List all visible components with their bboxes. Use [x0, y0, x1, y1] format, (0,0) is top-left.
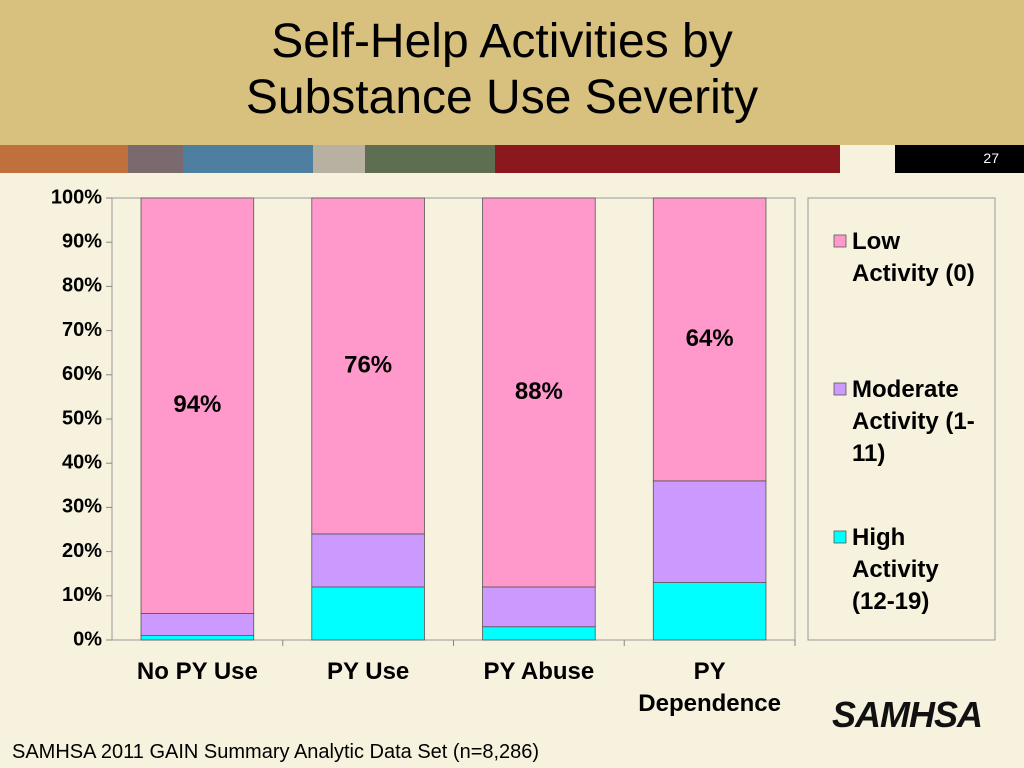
- y-tick-label: 90%: [62, 230, 102, 252]
- x-label-box: PY Abuse: [483, 658, 595, 685]
- logo: SAMHSA: [832, 694, 983, 735]
- legend-label: High Activity (12-19): [852, 524, 939, 615]
- bar-segment: [482, 626, 596, 641]
- legend-swatch: [833, 530, 847, 544]
- bar-segment: [311, 533, 425, 588]
- bar-segment: [652, 480, 767, 583]
- legend-text-box: High Activity (12-19): [852, 524, 939, 615]
- legend-label: Low Activity (0): [852, 228, 975, 287]
- legend-text-box: Low Activity (0): [852, 228, 975, 287]
- legend-label: Moderate Activity (1-11): [852, 376, 975, 467]
- slide-number: 27: [895, 145, 1024, 173]
- bar-segment: [482, 586, 596, 628]
- data-label: 64%: [686, 325, 734, 352]
- bar-segment: [140, 635, 255, 641]
- bar-segment: [652, 582, 767, 641]
- bar-segment: [311, 197, 425, 535]
- x-tick-label: PY Abuse: [483, 658, 595, 685]
- bar-segment: [482, 197, 596, 588]
- x-tick-label: PY Use: [326, 658, 410, 685]
- x-tick-label: PY Dependence: [638, 658, 781, 717]
- color-band: [0, 145, 1024, 173]
- y-tick-label: 30%: [62, 496, 102, 518]
- x-label-box: No PY Use: [136, 658, 258, 685]
- bar-segment: [311, 586, 425, 641]
- y-tick-label: 20%: [62, 540, 102, 562]
- y-tick-label: 10%: [62, 584, 102, 606]
- y-tick-label: 50%: [62, 407, 102, 429]
- x-label-box: PY Use: [326, 658, 410, 685]
- data-label: 94%: [173, 391, 221, 418]
- x-label-box: PY Dependence: [638, 658, 781, 717]
- header: [0, 0, 1024, 145]
- legend-text-box: Moderate Activity (1-11): [852, 376, 975, 467]
- chart-title: Self-Help Activities by Substance Use Se…: [245, 15, 759, 124]
- data-label: 88%: [515, 378, 563, 405]
- bar-segment: [140, 197, 255, 614]
- y-tick-label: 100%: [51, 186, 102, 208]
- legend-swatch: [833, 382, 847, 396]
- bar-segment: [140, 613, 255, 636]
- data-label: 76%: [344, 351, 392, 378]
- legend-box: [807, 197, 996, 641]
- y-tick-label: 60%: [62, 363, 102, 385]
- footnote: SAMHSA 2011 GAIN Summary Analytic Data S…: [12, 741, 540, 763]
- y-tick-label: 80%: [62, 275, 102, 297]
- x-tick-label: No PY Use: [136, 658, 258, 685]
- legend-swatch: [833, 234, 847, 248]
- y-tick-label: 0%: [73, 628, 102, 650]
- y-tick-label: 40%: [62, 451, 102, 473]
- bar-segment: [652, 197, 767, 482]
- y-tick-label: 70%: [62, 319, 102, 341]
